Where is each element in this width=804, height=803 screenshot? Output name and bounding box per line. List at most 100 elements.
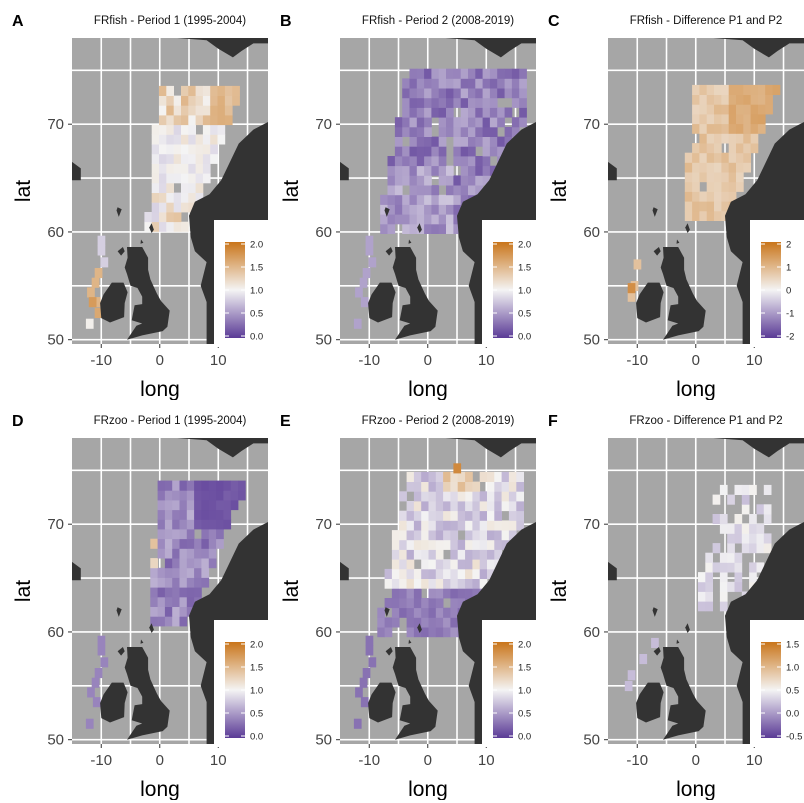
data-cell [151,221,160,232]
data-cell [728,133,737,144]
data-cell [472,501,481,512]
data-cell [394,204,403,215]
data-cell [362,268,371,279]
data-cell [159,134,167,145]
data-cell [501,491,510,502]
panel-title: FRzoo - Period 2 (2008-2019) [362,415,515,427]
data-cell [159,95,167,106]
data-cell [201,567,210,578]
data-cell [497,68,505,79]
data-cell [208,490,217,501]
x-axis-title: long [408,778,448,800]
data-cell [179,567,188,578]
data-cell [223,500,232,511]
data-cell [194,509,202,520]
data-cell [384,578,393,589]
data-cell [194,538,202,549]
data-cell [692,152,700,163]
data-cell [450,510,459,521]
data-cell [399,549,407,560]
data-cell [94,307,103,318]
data-cell [443,539,451,550]
data-cell [741,484,750,495]
data-cell [409,146,418,157]
data-cell [504,126,513,137]
data-cell [465,559,473,570]
data-cell [421,530,429,541]
data-cell [181,173,189,184]
data-cell [706,210,715,221]
data-cell [406,471,415,482]
data-cell [438,204,447,215]
land-polygon [417,223,422,233]
data-cell [460,136,469,147]
data-cell [387,185,396,196]
data-cell [223,519,232,530]
data-cell [487,481,495,492]
data-cell [172,529,180,540]
data-cell [453,194,462,205]
data-cell [714,104,722,115]
x-axis-title: long [676,778,716,800]
data-cell [402,156,410,167]
land-polygon [124,247,170,340]
data-cell [428,627,437,638]
data-cell [431,223,440,234]
data-cell [85,318,94,329]
figure-panel-C: C FRfish - Difference P1 and P2 -10 0 10 50 60… [536,0,804,400]
data-cell [413,501,422,512]
land-polygon [124,647,170,740]
panel-label: A [12,13,24,30]
data-cell [413,491,422,502]
data-cell [692,181,700,192]
data-cell [457,501,466,512]
data-cell [472,588,481,599]
data-cell [151,173,160,184]
data-cell [706,123,715,134]
data-cell [431,156,440,167]
data-cell [97,645,106,656]
data-cell [494,481,502,492]
data-cell [692,210,700,221]
data-cell [360,297,369,308]
data-cell [519,88,527,99]
data-cell [179,480,188,491]
data-cell [497,117,505,128]
land-polygon [72,161,81,181]
data-cell [399,578,407,589]
data-cell [195,153,204,164]
data-cell [402,146,410,157]
data-cell [497,146,505,157]
data-cell [501,539,510,550]
data-cell [157,519,166,530]
data-cell [728,172,737,183]
data-cell [157,480,166,491]
data-cell [181,105,189,116]
data-cell [409,175,418,186]
data-cell [391,559,400,570]
data-cell [450,607,459,618]
data-cell [472,559,481,570]
map-svg: D FRzoo - Period 1 (1995-2004) -10 0 10 50 60 7… [12,413,268,800]
data-cell [409,156,418,167]
land-polygon [384,607,390,617]
y-tick-label: 50 [583,332,600,349]
data-cell [489,78,498,89]
data-cell [699,162,708,173]
data-cell [421,549,429,560]
data-cell [387,223,396,234]
x-tick-label: -10 [358,752,380,769]
land-polygon [116,607,122,617]
data-cell [428,559,437,570]
land-polygon [653,247,661,256]
data-cell [741,533,750,544]
data-cell [421,520,429,531]
data-cell [516,471,524,482]
map-svg: F FRzoo - Difference P1 and P2 -10 0 10 50 60 7… [548,413,804,800]
data-cell [698,601,706,612]
data-cell [387,204,396,215]
data-cell [173,153,182,164]
data-cell [406,578,415,589]
data-cell [453,68,462,79]
data-cell [475,117,483,128]
